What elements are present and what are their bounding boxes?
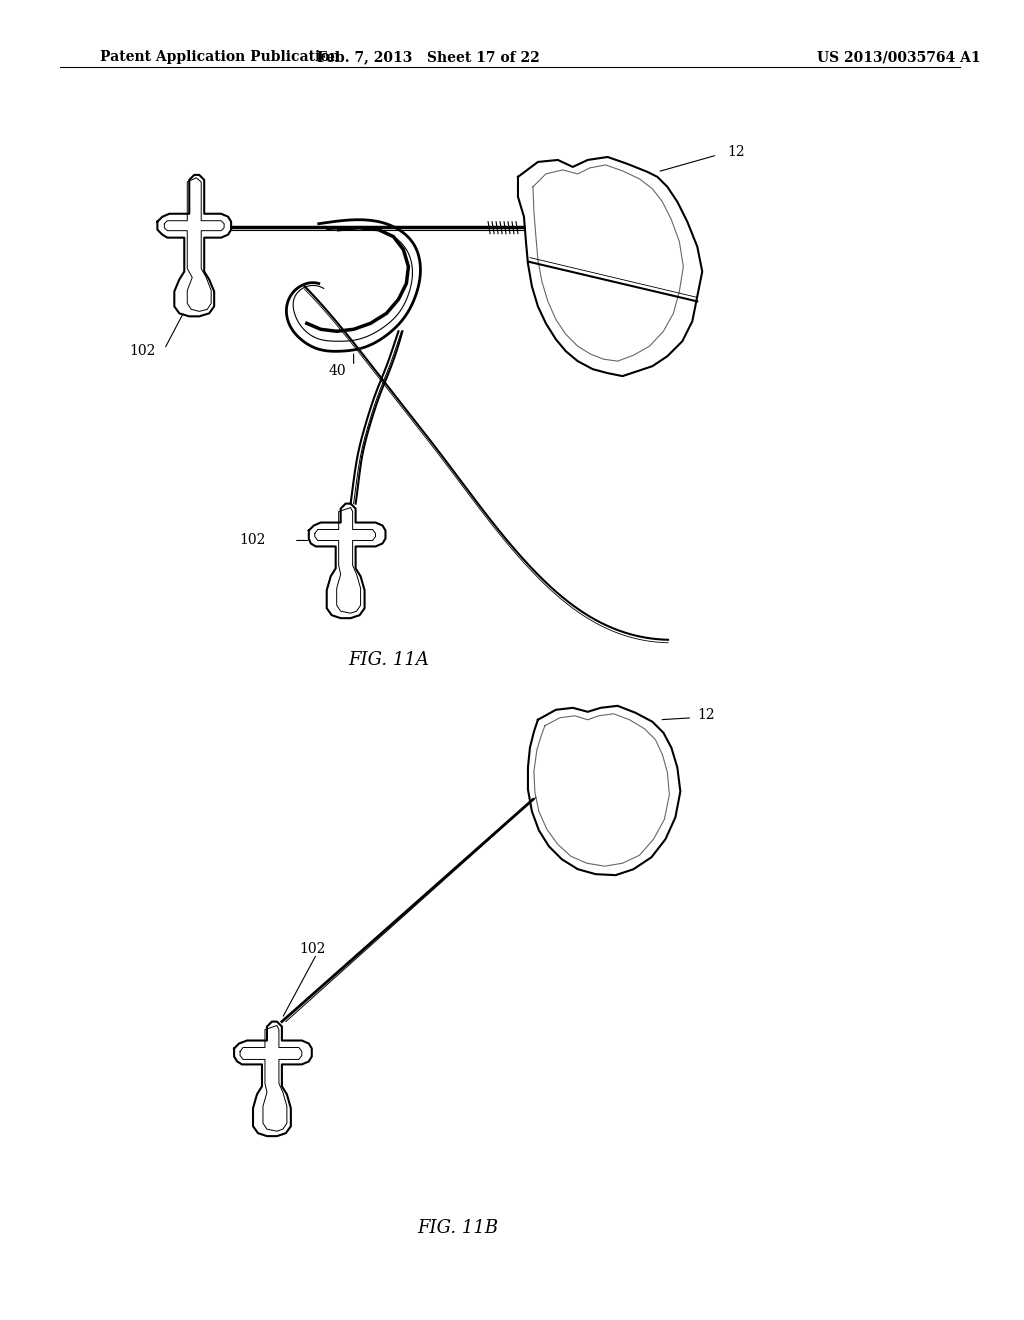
Text: 12: 12 <box>727 145 744 158</box>
Polygon shape <box>309 504 385 618</box>
Text: US 2013/0035764 A1: US 2013/0035764 A1 <box>817 50 980 65</box>
Text: 102: 102 <box>239 533 265 548</box>
Text: 40: 40 <box>329 364 346 378</box>
Text: FIG. 11A: FIG. 11A <box>348 651 429 669</box>
Text: 12: 12 <box>697 708 715 722</box>
Text: Feb. 7, 2013   Sheet 17 of 22: Feb. 7, 2013 Sheet 17 of 22 <box>317 50 540 65</box>
Text: Patent Application Publication: Patent Application Publication <box>99 50 339 65</box>
Text: 102: 102 <box>129 345 156 358</box>
Text: FIG. 11B: FIG. 11B <box>418 1218 499 1237</box>
Polygon shape <box>234 1022 311 1137</box>
Polygon shape <box>158 174 231 317</box>
Text: 102: 102 <box>299 942 326 956</box>
